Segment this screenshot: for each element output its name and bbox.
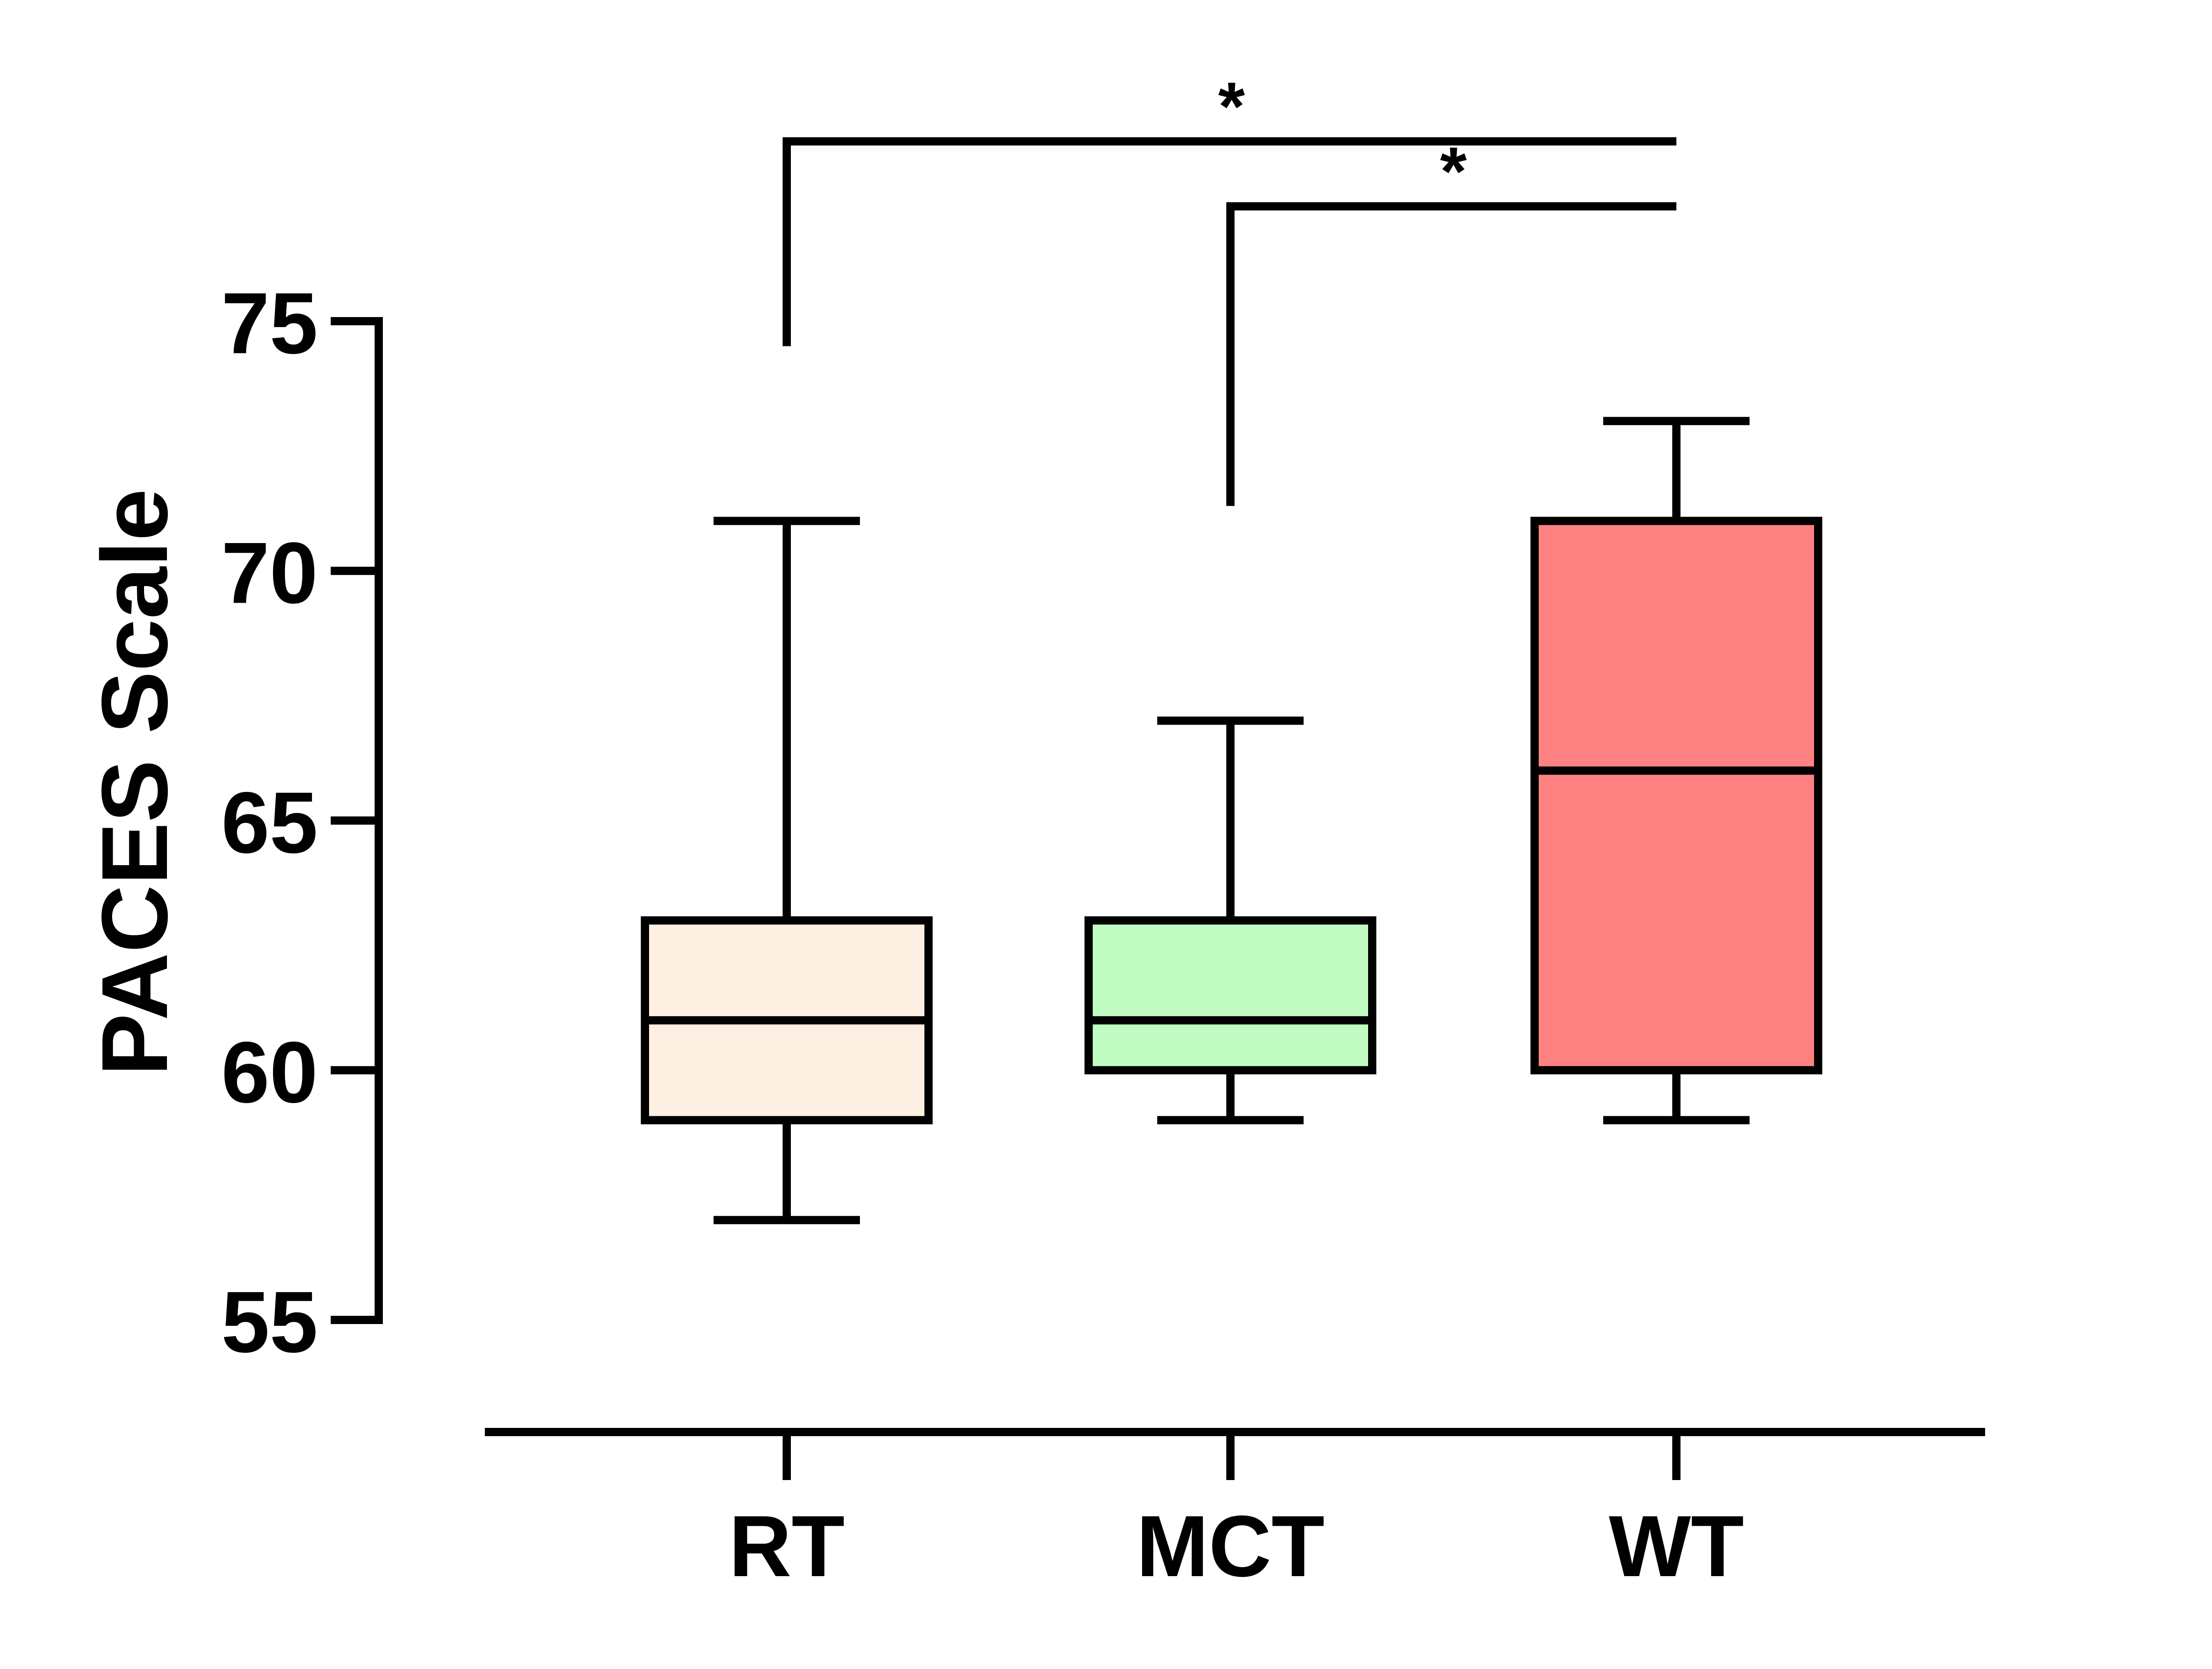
significance-star: *	[1440, 133, 1467, 210]
x-tick-label-wt: WT	[1609, 1498, 1744, 1595]
x-tick-label-mct: MCT	[1136, 1498, 1325, 1595]
significance-bracket-rt-wt: *	[783, 68, 1676, 346]
significance-brackets: **	[783, 68, 1676, 506]
iqr-box	[1085, 916, 1376, 1075]
boxes	[641, 417, 1822, 1224]
box-mct	[1085, 716, 1376, 1125]
y-tick-label-75: 75	[221, 275, 318, 372]
x-axis: RT MCT WT	[485, 1428, 1985, 1595]
y-tick-label-55: 55	[221, 1274, 318, 1371]
box-wt	[1530, 417, 1822, 1125]
y-axis-label: PACES Scale	[82, 489, 187, 1076]
y-tick-label-70: 70	[221, 525, 318, 622]
bracket-line	[783, 137, 1676, 346]
x-tick-label-rt: RT	[729, 1498, 844, 1595]
box-rt	[641, 517, 933, 1224]
y-axis: 55 60 65 70 75	[221, 275, 383, 1371]
significance-star: *	[1218, 68, 1245, 145]
y-tick-label-65: 65	[221, 775, 318, 872]
iqr-box	[1530, 517, 1822, 1075]
bracket-line	[1226, 202, 1676, 506]
significance-bracket-mct-wt: *	[1226, 133, 1676, 506]
y-tick-label-60: 60	[221, 1024, 318, 1121]
